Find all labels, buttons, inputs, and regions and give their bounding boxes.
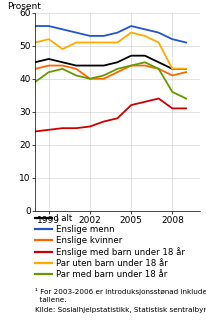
Text: Prosent: Prosent (7, 2, 41, 11)
Legend: I alt, Enslige menn, Enslige kvinner, Enslige med barn under 18 år, Par uten bar: I alt, Enslige menn, Enslige kvinner, En… (35, 214, 185, 279)
Text: ¹ For 2003-2006 er introduksjonsstønad inkludert i
  tallene.
Kilde: Sosialhjelp: ¹ For 2003-2006 er introduksjonsstønad i… (35, 288, 206, 313)
